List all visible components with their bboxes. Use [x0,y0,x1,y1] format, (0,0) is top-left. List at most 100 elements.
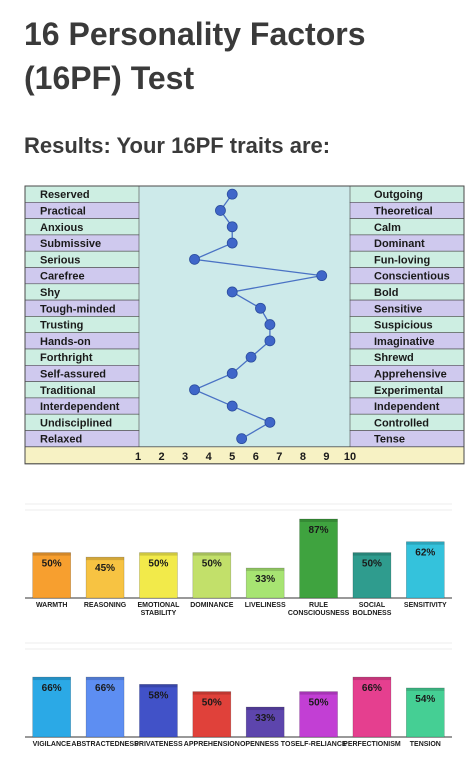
category-label: WARMTH [36,602,68,609]
x-tick-label: 6 [253,451,259,463]
bar [192,691,232,738]
bar [245,706,285,738]
bar-top-edge [352,677,391,681]
right-trait-label: Experimental [374,385,443,397]
bar [352,552,392,599]
results-heading: Results: Your 16PF traits are: [24,133,331,158]
bar-top-edge [406,541,445,545]
bar [32,552,71,599]
bar [139,684,178,738]
left-trait-label: Self-assured [40,368,106,380]
trait-score-marker [316,270,328,282]
bar-value-label: 58% [148,690,168,701]
category-label: REASONING [84,602,127,609]
category-label: TENSION [410,741,441,746]
category-label: OPENNESS TOCHANGE [240,741,291,746]
bar [245,567,285,599]
bar-top-edge [192,552,231,556]
category-label: PERFECTIONISM [343,741,401,746]
bar-top-edge [192,691,231,695]
category-label: SENSITIVITY [404,602,447,609]
bar [32,676,71,738]
x-tick-label: 3 [182,451,188,463]
category-label: SOCIAL BOLDNESS [352,602,391,617]
trait-score-marker [264,335,276,347]
right-trait-label: Outgoing [374,189,423,201]
chart-border [24,185,465,465]
left-trait-label: Trusting [40,320,83,332]
right-trait-label: Shrewd [374,352,414,364]
bar-top-edge [406,687,445,691]
bar-top-edge [299,691,338,695]
factor-bar-chart-2: 66% VIGILANCE 66% ABSTRACTEDNESS 58% PRIVATEN… [25,642,452,746]
x-tick-label: 8 [300,451,306,463]
x-axis-band [24,446,465,465]
bar-top-edge [32,677,71,681]
bar-value-label: 50% [362,559,382,570]
right-trait-row [349,218,465,236]
trait-score-marker [226,400,238,412]
trait-score-marker [264,416,276,428]
bar-top-edge [86,557,125,561]
bar-value-label: 66% [95,683,115,694]
category-label: VIGILANCE [33,741,71,746]
category-label: SELF-RELIANCE [291,741,347,746]
bar-value-label: 50% [202,698,222,709]
bar-value-label: 62% [415,548,435,559]
right-trait-label: Calm [374,222,401,234]
left-trait-label: Reserved [40,189,90,201]
left-trait-label: Traditional [40,385,96,397]
right-trait-row [349,430,465,448]
bar-value-label: 50% [202,559,222,570]
left-trait-label: Submissive [40,238,101,250]
bar-value-label: 50% [309,698,329,709]
right-trait-label: Imaginative [374,336,435,348]
left-trait-label: Relaxed [40,434,82,446]
right-trait-label: Apprehensive [374,368,447,380]
left-trait-label: Practical [40,205,86,217]
left-trait-label: Interdependent [40,401,120,413]
left-trait-label: Anxious [40,222,83,234]
bar-value-label: 66% [42,683,62,694]
bar [85,676,125,738]
left-trait-label: Hands-on [40,336,91,348]
bar [406,687,445,738]
trait-score-marker [255,302,266,314]
bar [299,518,338,599]
x-tick-label: 7 [276,451,282,463]
factor-bar-chart-1: 50% WARMTH 45% REASONING 50% EMOTIONAL STABILI… [25,503,452,617]
trait-score-marker [189,384,200,396]
x-tick-label: 10 [344,451,356,463]
bar [299,691,338,738]
trait-score-marker [226,286,238,298]
left-trait-label: Serious [40,254,80,266]
profile-line [192,193,322,440]
trait-score-marker [264,319,276,330]
right-trait-label: Suspicious [374,320,433,332]
bar-value-label: 50% [42,559,62,570]
bar-value-label: 66% [362,683,382,694]
category-label: EMOTIONAL STABILITY [137,602,180,617]
right-trait-label: Tense [374,434,405,446]
bar-top-edge [86,677,125,681]
trait-profile-chart: Reserved Outgoing Practical Theoretical Anxi… [24,185,465,465]
bar-top-edge [139,684,178,688]
trait-score-marker [226,237,238,249]
category-label: RULE CONSCIOUSNESS [288,602,350,617]
bar-value-label: 33% [255,713,275,724]
right-trait-label: Sensitive [374,303,422,315]
bar-top-edge [139,552,178,556]
bar-value-label: 33% [255,574,275,585]
category-label: APPREHENSION [184,741,240,746]
right-trait-row [349,283,465,301]
bar [406,541,445,599]
bar-top-edge [32,552,71,556]
category-label: PRIVATENESS [134,741,183,746]
bar [352,676,392,738]
trait-score-marker [226,221,238,233]
left-trait-label: Tough-minded [40,303,116,315]
left-trait-label: Undisciplined [40,417,112,429]
right-trait-label: Controlled [374,417,429,429]
bar [85,556,125,599]
bar-top-edge [299,519,338,522]
